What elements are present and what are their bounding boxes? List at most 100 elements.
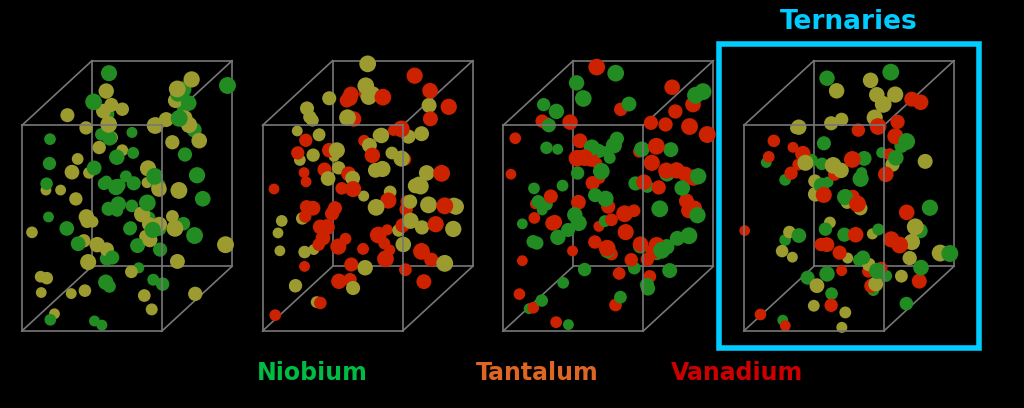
Point [433, 170, 450, 177]
Point [634, 146, 650, 153]
Point [377, 255, 393, 262]
Point [39, 275, 55, 282]
Point [838, 191, 854, 198]
Point [145, 174, 162, 180]
Point [375, 166, 391, 172]
Point [385, 127, 401, 134]
Point [122, 226, 138, 232]
Point [188, 172, 205, 179]
Point [63, 169, 80, 175]
Point [837, 231, 853, 238]
Point [815, 192, 831, 198]
Point [550, 234, 566, 241]
Point [101, 135, 118, 142]
Point [287, 283, 303, 290]
Point [761, 153, 777, 160]
Point [777, 177, 794, 183]
Point [322, 147, 338, 153]
Point [664, 84, 680, 91]
Point [327, 205, 343, 211]
Point [511, 291, 527, 297]
Point [823, 302, 840, 308]
Point [125, 150, 141, 156]
Point [393, 126, 410, 132]
Point [898, 300, 914, 307]
Point [58, 225, 75, 232]
Point [103, 134, 120, 141]
Point [436, 203, 453, 209]
Point [302, 114, 318, 120]
Point [621, 101, 637, 107]
Point [217, 242, 233, 248]
Point [398, 198, 415, 205]
Point [591, 223, 607, 230]
Point [677, 171, 693, 177]
Point [296, 249, 312, 255]
Point [883, 236, 899, 243]
Point [382, 188, 398, 195]
Point [834, 267, 850, 274]
Point [839, 199, 855, 206]
Point [640, 285, 656, 292]
Point [422, 87, 438, 94]
Point [819, 271, 836, 277]
Point [599, 245, 615, 251]
Point [175, 220, 191, 227]
Point [851, 257, 867, 263]
Point [869, 123, 886, 130]
Point [343, 91, 359, 98]
Point [271, 248, 288, 254]
Point [648, 242, 665, 248]
Point [423, 257, 439, 263]
Point [330, 244, 346, 250]
Point [126, 180, 142, 186]
Point [597, 218, 613, 224]
Point [592, 175, 608, 182]
Point [95, 108, 112, 114]
Point [99, 111, 116, 118]
Point [305, 205, 322, 211]
Point [774, 317, 791, 324]
Point [823, 290, 840, 297]
Point [288, 282, 304, 289]
Point [322, 95, 338, 102]
Point [98, 88, 115, 94]
Point [583, 156, 599, 163]
Point [809, 282, 825, 289]
Point [514, 257, 530, 264]
Point [687, 92, 703, 99]
Point [334, 185, 350, 192]
Point [357, 82, 374, 89]
Point [33, 289, 49, 296]
Point [568, 80, 585, 86]
Point [109, 208, 125, 214]
Point [568, 155, 585, 162]
Point [267, 312, 284, 318]
Point [97, 279, 114, 286]
Point [401, 198, 418, 205]
Point [331, 164, 347, 171]
Point [888, 155, 904, 161]
Point [591, 148, 607, 154]
Point [380, 197, 396, 204]
Point [601, 155, 617, 161]
Point [370, 232, 386, 238]
Text: Ternaries: Ternaries [780, 9, 918, 35]
Point [365, 152, 381, 159]
Point [152, 221, 168, 228]
Point [86, 318, 102, 324]
Point [355, 193, 372, 200]
Point [111, 182, 127, 189]
Point [603, 251, 620, 257]
Point [856, 155, 872, 162]
Point [753, 311, 769, 318]
Point [626, 265, 642, 271]
Point [813, 182, 829, 188]
Point [42, 136, 58, 142]
Point [571, 137, 588, 144]
Point [570, 220, 587, 226]
Point [837, 194, 853, 200]
Point [312, 224, 329, 230]
Point [758, 159, 774, 166]
Point [376, 240, 392, 247]
